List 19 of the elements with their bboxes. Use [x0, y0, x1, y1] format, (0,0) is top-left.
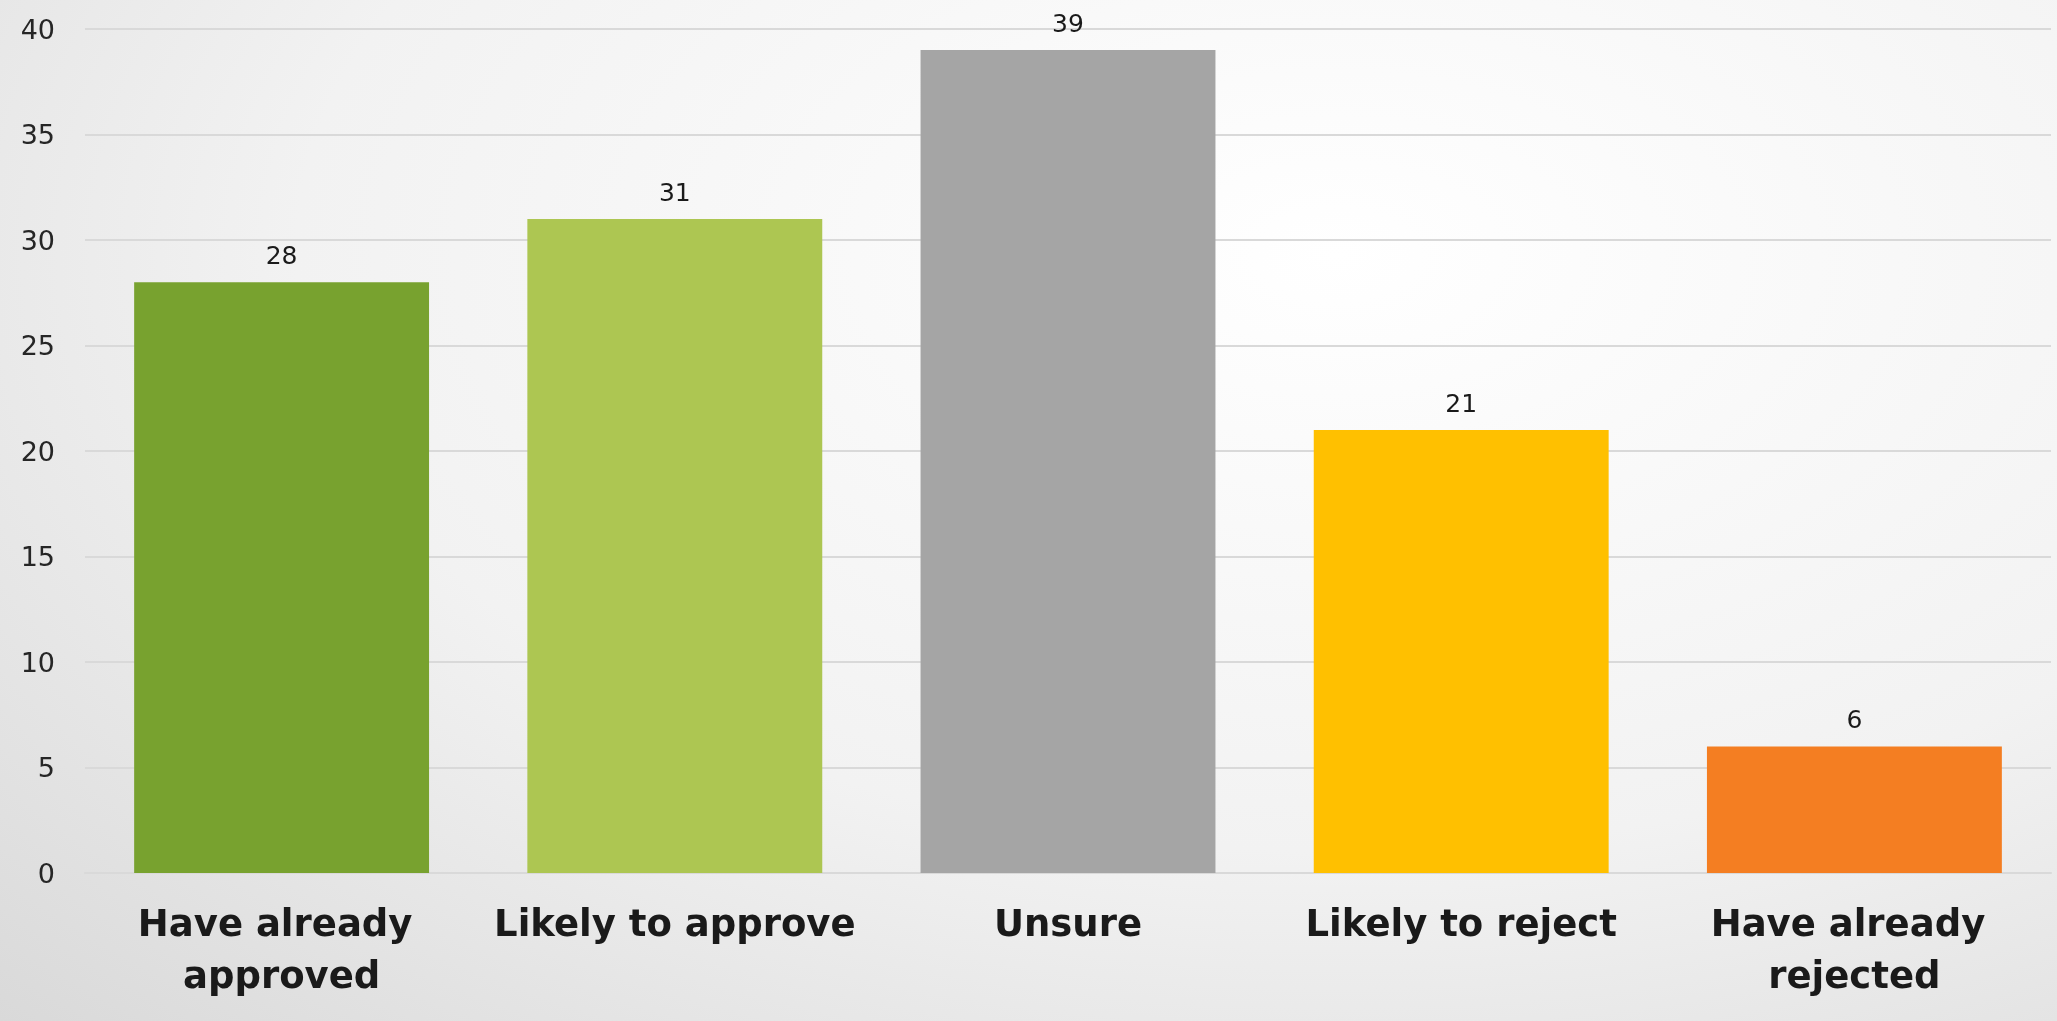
- data-label: 28: [265, 241, 298, 271]
- x-tick-label: Have already rejected: [1710, 901, 1999, 997]
- y-tick-label: 5: [37, 752, 55, 783]
- data-label: 6: [1846, 705, 1863, 735]
- y-tick-label: 30: [20, 224, 55, 256]
- x-tick-label: Have already approved: [137, 901, 426, 997]
- y-tick-label: 0: [37, 857, 55, 889]
- y-tick-label: 20: [20, 435, 55, 467]
- y-tick-label: 40: [20, 13, 55, 45]
- y-tick-label: 15: [20, 541, 55, 572]
- data-label: 21: [1445, 388, 1478, 418]
- data-label: 39: [1052, 9, 1084, 39]
- x-tick-label: Likely to reject: [1305, 901, 1617, 945]
- x-tick-label: Likely to approve: [494, 901, 856, 945]
- y-tick-label: 10: [20, 646, 55, 678]
- x-tick-label: Unsure: [993, 901, 1143, 945]
- y-tick-label: 35: [20, 119, 55, 150]
- y-tick-label: 25: [20, 330, 55, 361]
- data-label: 31: [658, 177, 691, 207]
